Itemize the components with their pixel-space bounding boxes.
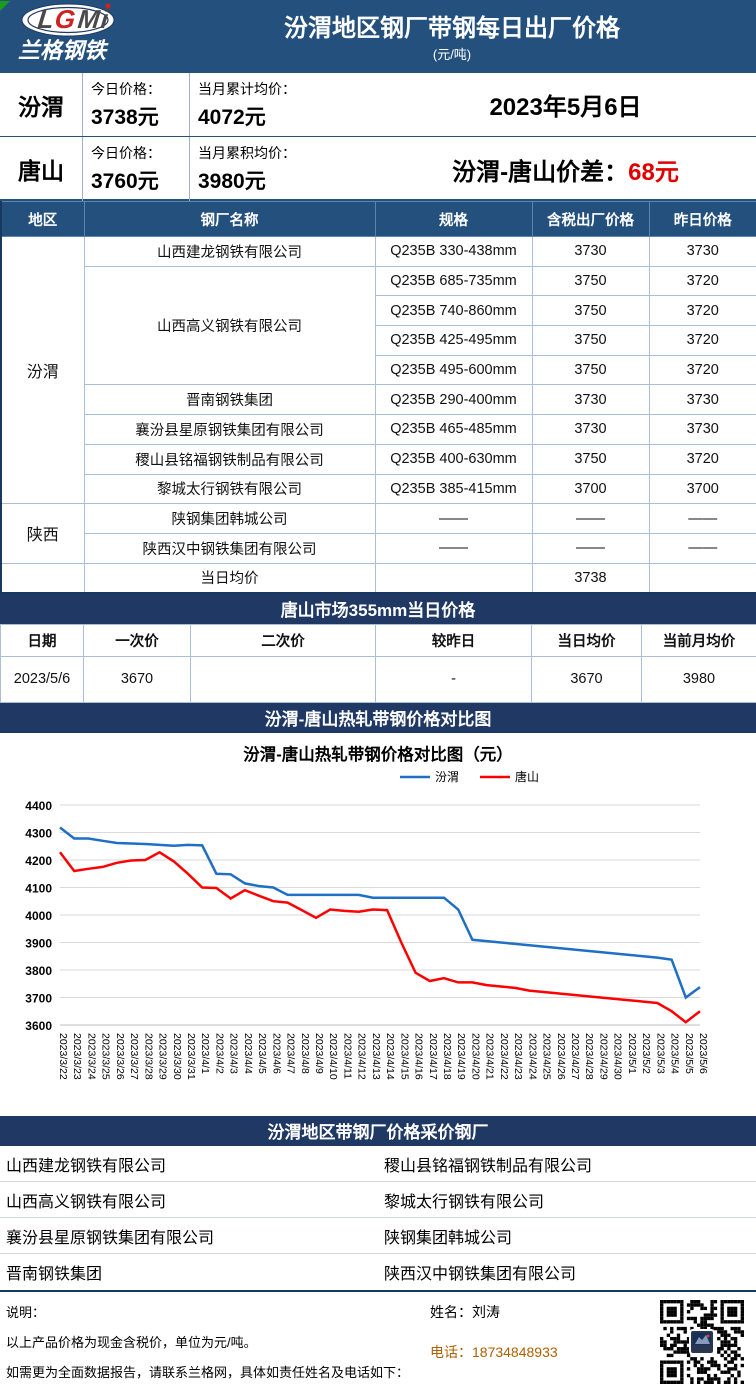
svg-text:2023/4/5: 2023/4/5 — [256, 1033, 268, 1074]
svg-text:2023/3/25: 2023/3/25 — [100, 1033, 112, 1080]
svg-text:2023/4/21: 2023/4/21 — [484, 1033, 496, 1080]
svg-text:3700: 3700 — [25, 991, 52, 1005]
svg-text:3900: 3900 — [25, 936, 52, 950]
svg-text:2023/5/1: 2023/5/1 — [626, 1033, 638, 1074]
svg-text:3600: 3600 — [25, 1019, 52, 1033]
svg-text:2023/4/28: 2023/4/28 — [583, 1033, 595, 1080]
svg-text:2023/4/12: 2023/4/12 — [356, 1033, 368, 1080]
svg-text:兰格钢铁: 兰格钢铁 — [18, 38, 109, 63]
svg-text:2023/4/16: 2023/4/16 — [413, 1033, 425, 1080]
svg-text:2023/4/2: 2023/4/2 — [213, 1033, 225, 1074]
svg-text:2023/5/6: 2023/5/6 — [697, 1033, 709, 1074]
svg-text:2023/4/9: 2023/4/9 — [313, 1033, 325, 1074]
svg-text:4200: 4200 — [25, 854, 52, 868]
svg-text:2023/3/23: 2023/3/23 — [71, 1033, 83, 1080]
svg-text:2023/3/24: 2023/3/24 — [85, 1033, 97, 1080]
svg-text:2023/4/18: 2023/4/18 — [441, 1033, 453, 1080]
svg-text:2023/3/22: 2023/3/22 — [57, 1033, 69, 1080]
svg-text:2023/4/26: 2023/4/26 — [555, 1033, 567, 1080]
svg-text:2023/3/31: 2023/3/31 — [185, 1033, 197, 1080]
svg-text:2023/4/1: 2023/4/1 — [199, 1033, 211, 1074]
svg-text:2023/4/10: 2023/4/10 — [327, 1033, 339, 1080]
svg-text:2023/3/29: 2023/3/29 — [157, 1033, 169, 1080]
svg-text:2023/4/30: 2023/4/30 — [612, 1033, 624, 1080]
svg-text:2023/4/6: 2023/4/6 — [270, 1033, 282, 1074]
svg-text:2023/5/2: 2023/5/2 — [640, 1033, 652, 1074]
svg-text:2023/4/15: 2023/4/15 — [398, 1033, 410, 1080]
svg-text:4100: 4100 — [25, 881, 52, 895]
svg-text:L: L — [36, 4, 55, 34]
svg-text:4400: 4400 — [25, 799, 52, 813]
svg-text:2023/4/29: 2023/4/29 — [597, 1033, 609, 1080]
svg-text:2023/4/17: 2023/4/17 — [427, 1033, 439, 1080]
svg-text:2023/4/19: 2023/4/19 — [455, 1033, 467, 1080]
svg-text:汾渭: 汾渭 — [435, 770, 459, 784]
svg-text:2023/3/28: 2023/3/28 — [142, 1033, 154, 1080]
svg-text:G: G — [53, 4, 76, 34]
svg-text:2023/4/22: 2023/4/22 — [498, 1033, 510, 1080]
svg-text:2023/3/26: 2023/3/26 — [114, 1033, 126, 1080]
svg-text:2023/5/4: 2023/5/4 — [669, 1033, 681, 1074]
svg-text:2023/4/20: 2023/4/20 — [469, 1033, 481, 1080]
svg-text:2023/4/8: 2023/4/8 — [299, 1033, 311, 1074]
svg-text:唐山: 唐山 — [515, 769, 539, 784]
svg-text:2023/4/23: 2023/4/23 — [512, 1033, 524, 1080]
svg-text:2023/4/11: 2023/4/11 — [341, 1033, 353, 1079]
svg-text:2023/4/24: 2023/4/24 — [526, 1033, 538, 1080]
svg-text:2023/5/3: 2023/5/3 — [654, 1033, 666, 1074]
svg-text:2023/4/7: 2023/4/7 — [285, 1033, 297, 1074]
svg-text:4300: 4300 — [25, 826, 52, 840]
svg-text:2023/3/30: 2023/3/30 — [171, 1033, 183, 1080]
svg-text:2023/4/27: 2023/4/27 — [569, 1033, 581, 1080]
svg-text:2023/4/4: 2023/4/4 — [242, 1033, 254, 1074]
svg-text:3800: 3800 — [25, 964, 52, 978]
svg-text:4000: 4000 — [25, 909, 52, 923]
svg-text:2023/3/27: 2023/3/27 — [128, 1033, 140, 1080]
svg-text:2023/4/13: 2023/4/13 — [370, 1033, 382, 1080]
svg-text:2023/5/5: 2023/5/5 — [683, 1033, 695, 1074]
svg-text:2023/4/3: 2023/4/3 — [228, 1033, 240, 1074]
svg-text:2023/4/14: 2023/4/14 — [384, 1033, 396, 1080]
svg-text:2023/4/25: 2023/4/25 — [541, 1033, 553, 1080]
